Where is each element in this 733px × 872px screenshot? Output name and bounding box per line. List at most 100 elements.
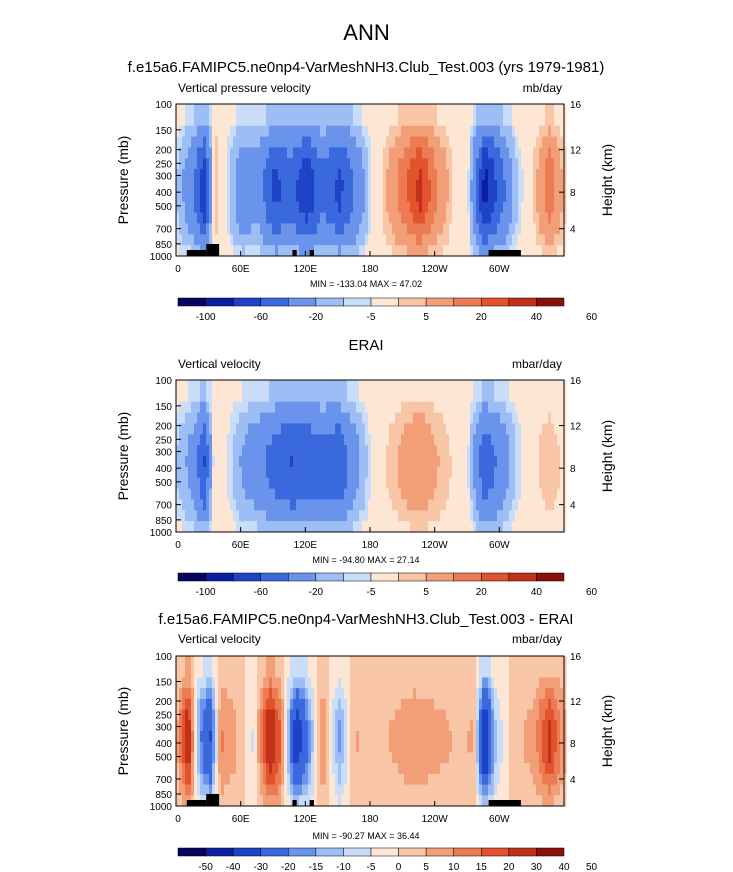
left-label: Vertical velocity xyxy=(178,632,261,646)
field-cell xyxy=(203,380,207,392)
field-cell xyxy=(185,499,189,511)
panel-title: ERAI xyxy=(348,337,383,354)
field-cell xyxy=(254,190,258,203)
field-cell xyxy=(227,456,231,468)
field-cell xyxy=(398,510,402,522)
field-cell xyxy=(416,510,420,522)
field-cell xyxy=(377,245,381,257)
field-cell xyxy=(257,752,261,764)
field-cell xyxy=(248,390,252,403)
field-cell xyxy=(401,401,405,414)
field-cell xyxy=(269,752,273,764)
field-cell xyxy=(299,477,303,490)
field-cell xyxy=(428,104,432,116)
field-cell xyxy=(209,390,213,403)
field-cell xyxy=(464,147,468,159)
field-cell xyxy=(374,477,378,490)
field-cell xyxy=(272,380,276,392)
field-cell xyxy=(305,223,309,235)
field-cell xyxy=(365,136,369,148)
field-cell xyxy=(185,380,189,392)
field-cell xyxy=(518,201,522,214)
field-cell xyxy=(560,180,564,192)
field-cell xyxy=(434,466,438,479)
field-cell xyxy=(224,412,228,424)
field-cell xyxy=(356,201,360,214)
field-cell xyxy=(209,169,213,181)
field-cell xyxy=(395,795,399,807)
field-cell xyxy=(329,401,333,414)
field-cell xyxy=(314,677,318,689)
field-cell xyxy=(395,114,399,127)
field-cell xyxy=(437,510,441,522)
field-cell xyxy=(269,401,273,414)
field-cell xyxy=(269,136,273,148)
field-cell xyxy=(305,180,309,192)
field-cell xyxy=(536,499,540,511)
field-cell xyxy=(227,752,231,764)
field-cell xyxy=(218,752,222,764)
field-cell xyxy=(386,731,390,743)
colorbar-label: 5 xyxy=(423,587,429,598)
field-cell xyxy=(494,104,498,116)
field-cell xyxy=(254,666,258,678)
field-cell xyxy=(314,741,318,753)
field-cell xyxy=(254,180,258,192)
field-cell xyxy=(521,499,525,511)
x-tick-label: 180 xyxy=(362,540,379,551)
field-cell xyxy=(497,114,501,127)
field-cell xyxy=(431,488,435,500)
field-cell xyxy=(290,784,294,796)
field-cell xyxy=(305,114,309,127)
field-cell xyxy=(347,521,351,533)
field-cell xyxy=(479,390,483,403)
field-cell xyxy=(230,445,234,457)
field-cell xyxy=(245,677,249,689)
field-cell xyxy=(383,466,387,479)
field-cell xyxy=(416,212,420,224)
field-cell xyxy=(179,245,183,257)
field-cell xyxy=(317,763,321,775)
field-cell xyxy=(344,763,348,775)
field-cell xyxy=(176,510,180,522)
field-cell xyxy=(362,212,366,224)
field-cell xyxy=(425,114,429,127)
field-cell xyxy=(473,212,477,224)
field-cell xyxy=(422,795,426,807)
field-cell xyxy=(296,180,300,192)
field-cell xyxy=(467,510,471,522)
field-cell xyxy=(428,666,432,678)
field-cell xyxy=(467,234,471,246)
field-cell xyxy=(197,499,201,511)
field-cell xyxy=(332,169,336,181)
field-cell xyxy=(416,390,420,403)
field-cell xyxy=(263,784,267,796)
field-cell xyxy=(476,510,480,522)
field-cell xyxy=(374,741,378,753)
field-cell xyxy=(359,677,363,689)
field-cell xyxy=(509,136,513,148)
field-cell xyxy=(320,401,324,414)
field-cell xyxy=(242,677,246,689)
field-cell xyxy=(356,234,360,246)
field-cell xyxy=(254,125,258,138)
field-cell xyxy=(410,169,414,181)
field-cell xyxy=(194,445,198,457)
field-cell xyxy=(440,412,444,424)
x-tick-label: 60W xyxy=(489,540,510,551)
field-cell xyxy=(563,234,567,246)
field-cell xyxy=(272,212,276,224)
field-cell xyxy=(443,466,447,479)
field-cell xyxy=(311,741,315,753)
field-cell xyxy=(383,488,387,500)
field-cell xyxy=(422,709,426,721)
field-cell xyxy=(416,741,420,753)
field-cell xyxy=(425,752,429,764)
field-cell xyxy=(467,488,471,500)
field-cell xyxy=(179,190,183,203)
field-cell xyxy=(419,698,423,711)
field-cell xyxy=(404,180,408,192)
field-cell xyxy=(215,190,219,203)
field-cell xyxy=(368,466,372,479)
field-cell xyxy=(455,234,459,246)
